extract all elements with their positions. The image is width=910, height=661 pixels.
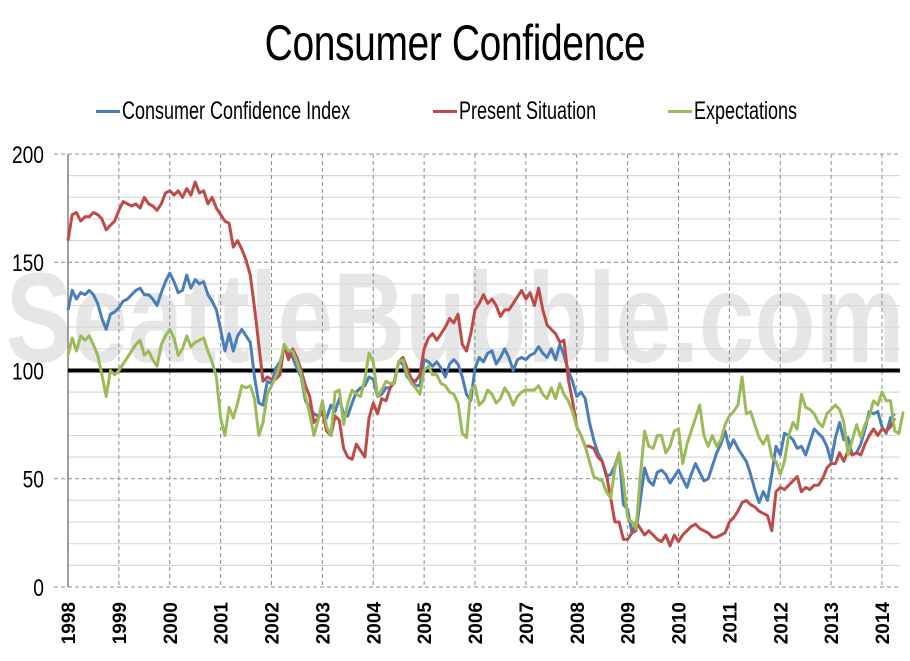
y-tick-label: 0 (33, 574, 44, 602)
legend-label-present: Present Situation (459, 96, 597, 125)
legend-label-expectations: Expectations (694, 96, 798, 125)
legend-item-present: Present Situation (433, 96, 649, 126)
y-tick-labels: 0 50 100 150 200 (12, 141, 44, 602)
y-tick-label: 150 (12, 249, 44, 277)
x-tick-label: 2003 (313, 602, 334, 644)
x-tick-label: 1999 (110, 602, 131, 644)
x-tick-label: 2007 (517, 602, 538, 644)
legend-item-cci: Consumer Confidence Index (96, 96, 439, 126)
major-gridlines (54, 153, 900, 588)
legend-swatch-present (433, 109, 457, 113)
x-tick-label: 2005 (415, 602, 436, 645)
y-tick-label: 200 (12, 141, 44, 169)
x-tick-label: 2006 (466, 602, 487, 644)
x-tick-labels: 1998 1999 2000 2001 2002 2003 2004 2005 2006 2007… (59, 602, 894, 645)
x-tick-label: 2011 (720, 602, 741, 644)
series-line-consumer-confidence-index (66, 271, 896, 535)
series-lines (66, 180, 905, 548)
legend-item-expectations: Expectations (668, 96, 837, 126)
x-tick-label: 2001 (212, 602, 233, 645)
x-tick-label: 2008 (568, 602, 589, 644)
chart-title: Consumer Confidence (264, 15, 646, 71)
x-tick-label: 2014 (873, 602, 894, 645)
x-tick-label: 2009 (619, 602, 640, 644)
legend-label-cci: Consumer Confidence Index (122, 96, 351, 125)
x-tick-label: 2012 (771, 602, 792, 644)
x-tick-label: 2010 (670, 602, 691, 644)
series-line-present-situation (66, 180, 897, 548)
x-tick-label: 2004 (364, 602, 385, 645)
x-tick-label: 2013 (822, 602, 843, 644)
x-tick-label: 2000 (161, 602, 182, 644)
series-line-expectations (66, 327, 905, 530)
y-tick-label: 100 (12, 357, 44, 385)
legend-swatch-cci (96, 109, 120, 113)
x-tick-label: 2002 (263, 602, 284, 644)
y-tick-label: 50 (23, 466, 44, 494)
legend: Consumer Confidence Index Present Situat… (0, 96, 910, 126)
legend-swatch-expectations (668, 109, 692, 113)
x-tick-label: 1998 (59, 602, 80, 644)
